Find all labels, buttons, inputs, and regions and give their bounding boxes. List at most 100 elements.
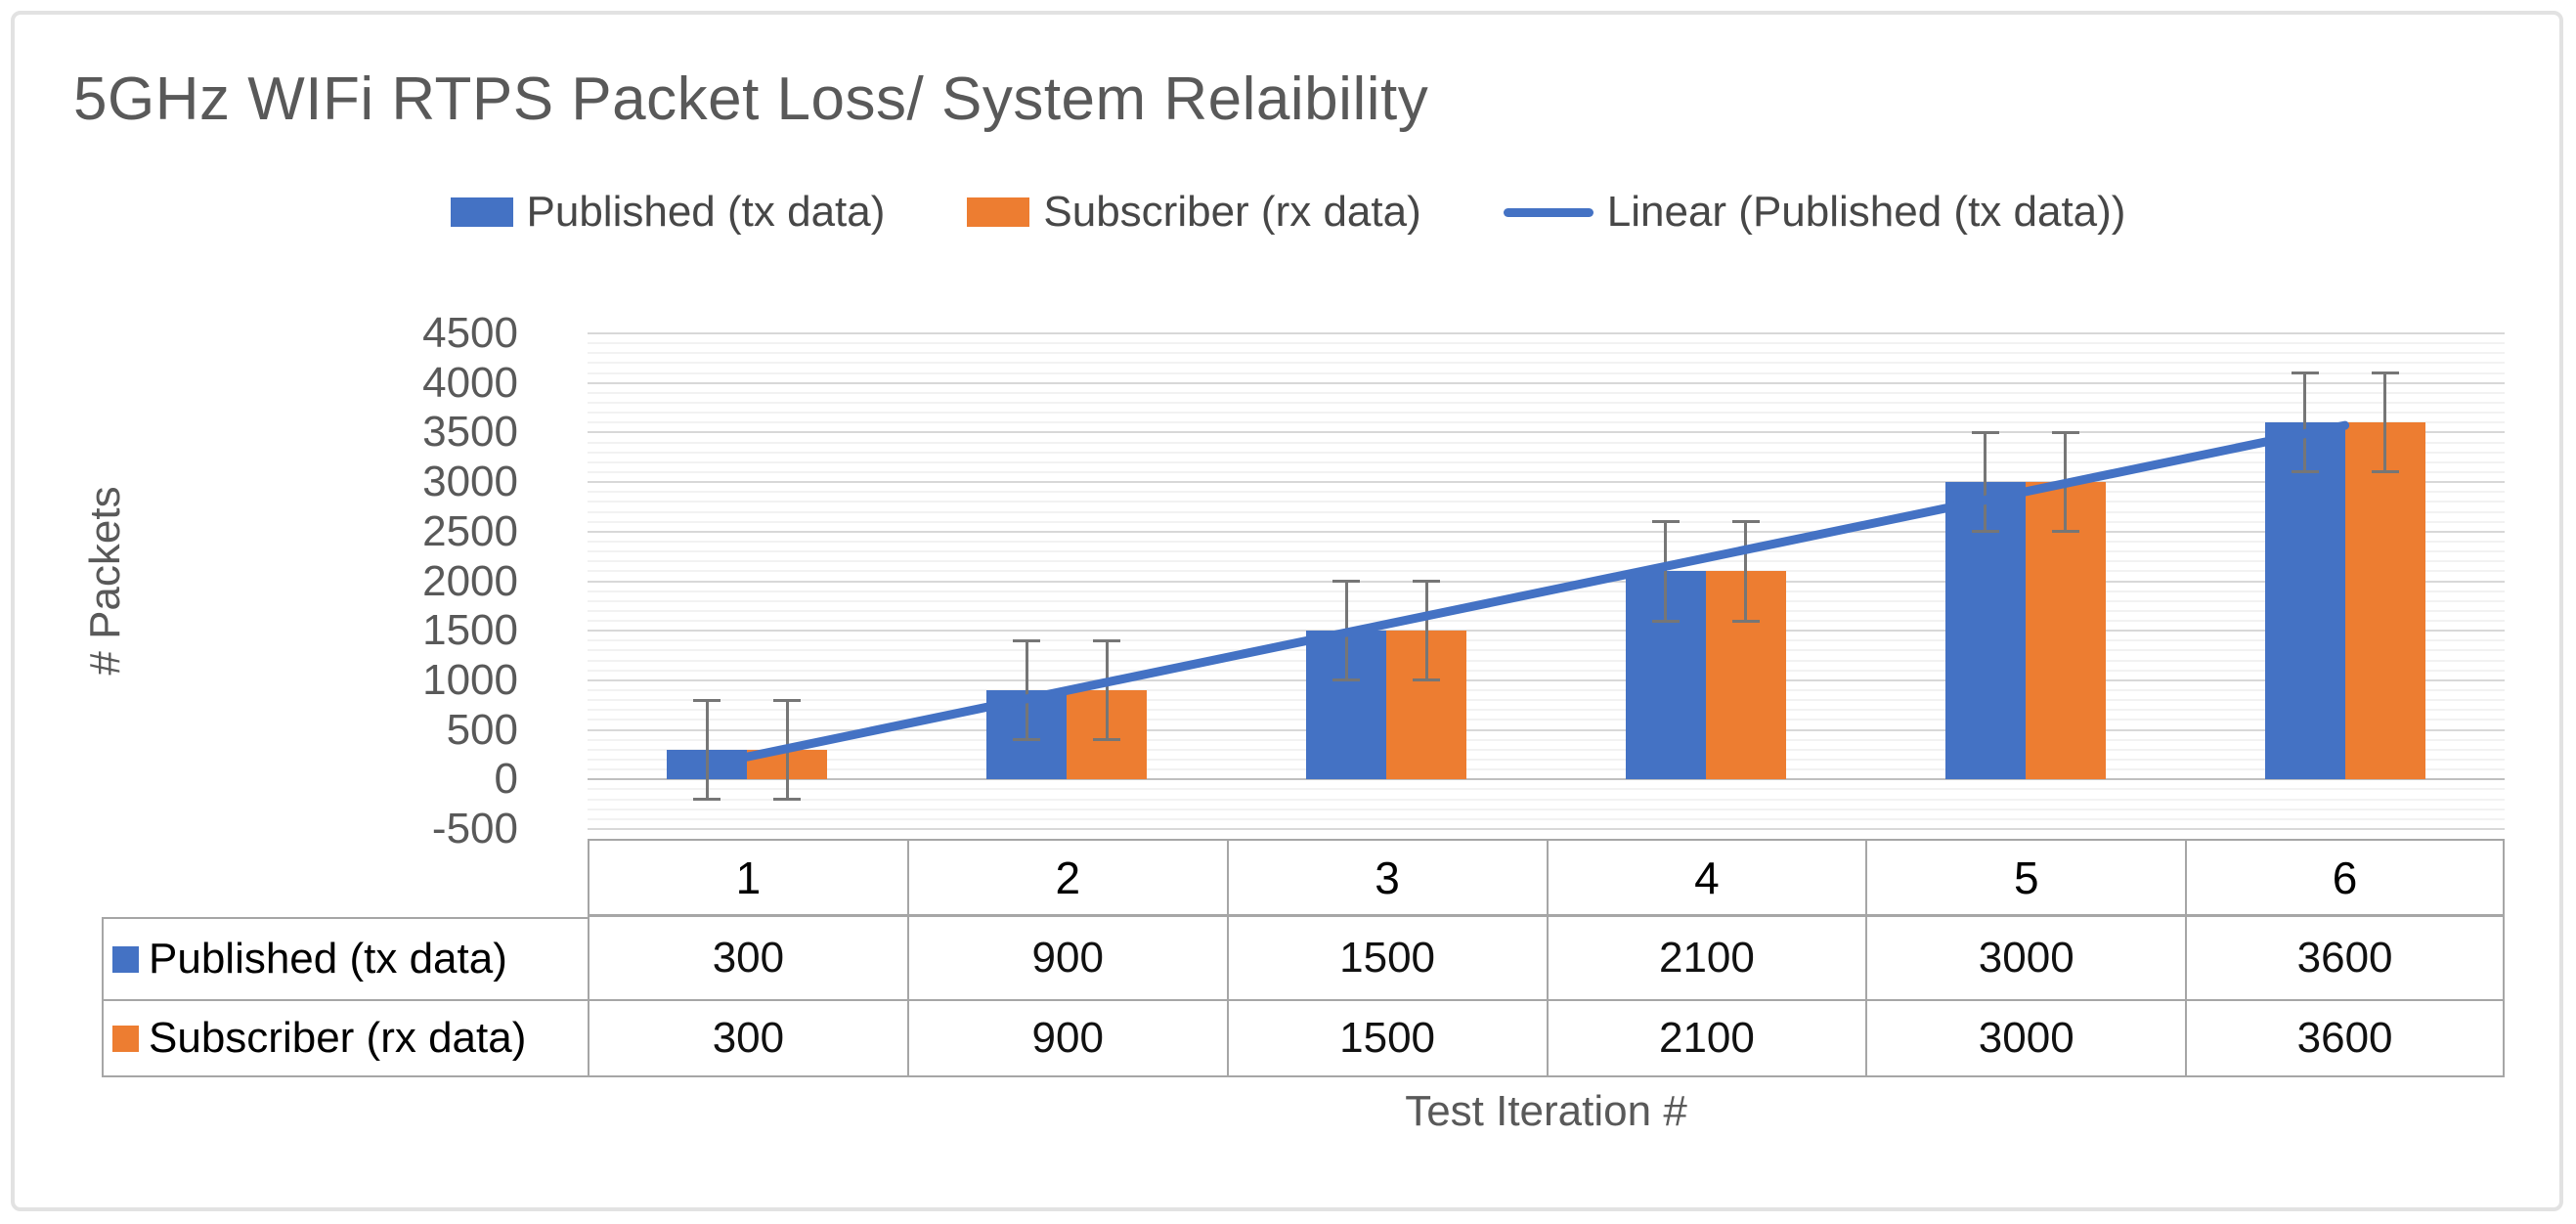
y-tick-label: 4500 (422, 309, 518, 357)
gridline-minor (588, 699, 2505, 702)
error-bar-cap (773, 798, 802, 802)
table-row-label: Subscriber (rx data) (149, 1014, 527, 1062)
table-value-cell: 300 (588, 999, 907, 1077)
table-value-cell: 2100 (1546, 999, 1866, 1077)
error-bar-cap (2291, 470, 2319, 474)
legend-label-published: Published (tx data) (526, 188, 886, 236)
error-bar-cap (693, 798, 721, 802)
legend-item-trendline: Linear (Published (tx data)) (1503, 188, 2126, 237)
error-bar-cap (1413, 678, 1441, 682)
table-header-cell: 2 (906, 839, 1227, 917)
table-row-label-cell: Subscriber (rx data) (102, 999, 588, 1077)
table-row-key-icon (112, 1025, 139, 1052)
error-bar-cap (1332, 678, 1361, 682)
gridline-minor (588, 540, 2505, 543)
legend-swatch-published (450, 197, 513, 227)
gridline-minor (588, 491, 2505, 494)
gridline-minor (588, 570, 2505, 573)
gridline-minor (588, 520, 2505, 523)
gridline-minor (588, 798, 2505, 801)
table-corner-cell (102, 839, 588, 917)
error-bar-cap (1093, 638, 1121, 642)
table-value-cell: 3600 (2185, 999, 2505, 1077)
gridline-minor (588, 639, 2505, 642)
gridline-minor (588, 401, 2505, 404)
error-bar-cap (2051, 430, 2079, 434)
table-header-cell: 6 (2185, 839, 2505, 917)
gridline-minor (588, 748, 2505, 751)
error-bar-line (1424, 581, 1428, 680)
table-row-label-cell: Published (tx data) (102, 917, 588, 999)
table-header-cell: 5 (1865, 839, 2186, 917)
error-bar-cap (1413, 580, 1441, 583)
gridline-major (588, 332, 2505, 334)
gridline-minor (588, 689, 2505, 692)
gridline-minor (588, 788, 2505, 791)
table-value-cell: 3600 (2185, 917, 2505, 999)
error-bar-cap (2291, 372, 2319, 375)
gridline-minor (588, 759, 2505, 762)
error-bar-line (1105, 640, 1109, 740)
bar-published-cat6 (2264, 422, 2345, 780)
gridline-minor (588, 560, 2505, 563)
table-header-cell: 3 (1226, 839, 1547, 917)
gridline-minor (588, 470, 2505, 473)
gridline-minor (588, 609, 2505, 612)
gridline-minor (588, 550, 2505, 553)
gridline-minor (588, 649, 2505, 652)
bar-subscriber-cat6 (2344, 422, 2425, 780)
error-bar-cap (1731, 520, 1760, 524)
legend-swatch-trendline (1503, 207, 1594, 217)
error-bar-line (1025, 640, 1028, 740)
gridline-minor (588, 620, 2505, 623)
gridline-minor (588, 362, 2505, 365)
table-header-cell: 4 (1546, 839, 1866, 917)
error-bar-cap (2371, 372, 2399, 375)
error-bar-cap (2051, 530, 2079, 534)
gridline-minor (588, 738, 2505, 741)
error-bar-cap (1651, 619, 1680, 623)
gridline-minor (588, 768, 2505, 771)
error-bar-cap (1332, 580, 1361, 583)
error-bar-cap (1731, 619, 1760, 623)
table-value-cell: 2100 (1546, 917, 1866, 999)
table-value-cell: 1500 (1226, 999, 1547, 1077)
error-bar-cap (1971, 530, 1999, 534)
gridline-minor (588, 669, 2505, 672)
error-bar-cap (773, 698, 802, 702)
table-header-cell: 1 (588, 839, 907, 917)
gridline-minor (588, 599, 2505, 602)
gridline-minor (588, 808, 2505, 810)
legend-item-subscriber: Subscriber (rx data) (967, 188, 1421, 237)
error-bar-line (2303, 372, 2307, 472)
y-tick-label: 500 (446, 705, 518, 754)
gridline-minor (588, 391, 2505, 394)
gridline-major (588, 431, 2505, 434)
y-tick-label: 1000 (422, 655, 518, 704)
legend-label-trendline: Linear (Published (tx data)) (1606, 188, 2126, 236)
legend-label-subscriber: Subscriber (rx data) (1043, 188, 1421, 236)
error-bar-cap (1971, 430, 1999, 434)
y-tick-label: 2000 (422, 556, 518, 605)
error-bar-cap (2371, 470, 2399, 474)
error-bar-line (1664, 521, 1668, 622)
gridline-major (588, 381, 2505, 384)
table-value-cell: 3000 (1865, 999, 2186, 1077)
error-bar-cap (1013, 638, 1041, 642)
gridline-minor (588, 709, 2505, 712)
gridline-minor (588, 412, 2505, 415)
legend-item-published: Published (tx data) (450, 188, 886, 237)
gridline-minor (588, 372, 2505, 374)
legend: Published (tx data) Subscriber (rx data)… (0, 188, 2576, 237)
gridline-minor (588, 342, 2505, 345)
error-bar-line (705, 700, 709, 800)
error-bar-cap (693, 698, 721, 702)
error-bar-cap (1651, 520, 1680, 524)
y-tick-label: -500 (431, 805, 518, 852)
gridline-minor (588, 719, 2505, 721)
chart-title: 5GHz WIFi RTPS Packet Loss/ System Relai… (73, 66, 1429, 133)
gridline-minor (588, 441, 2505, 444)
y-tick-label: 1500 (422, 606, 518, 655)
table-value-cell: 900 (906, 999, 1227, 1077)
